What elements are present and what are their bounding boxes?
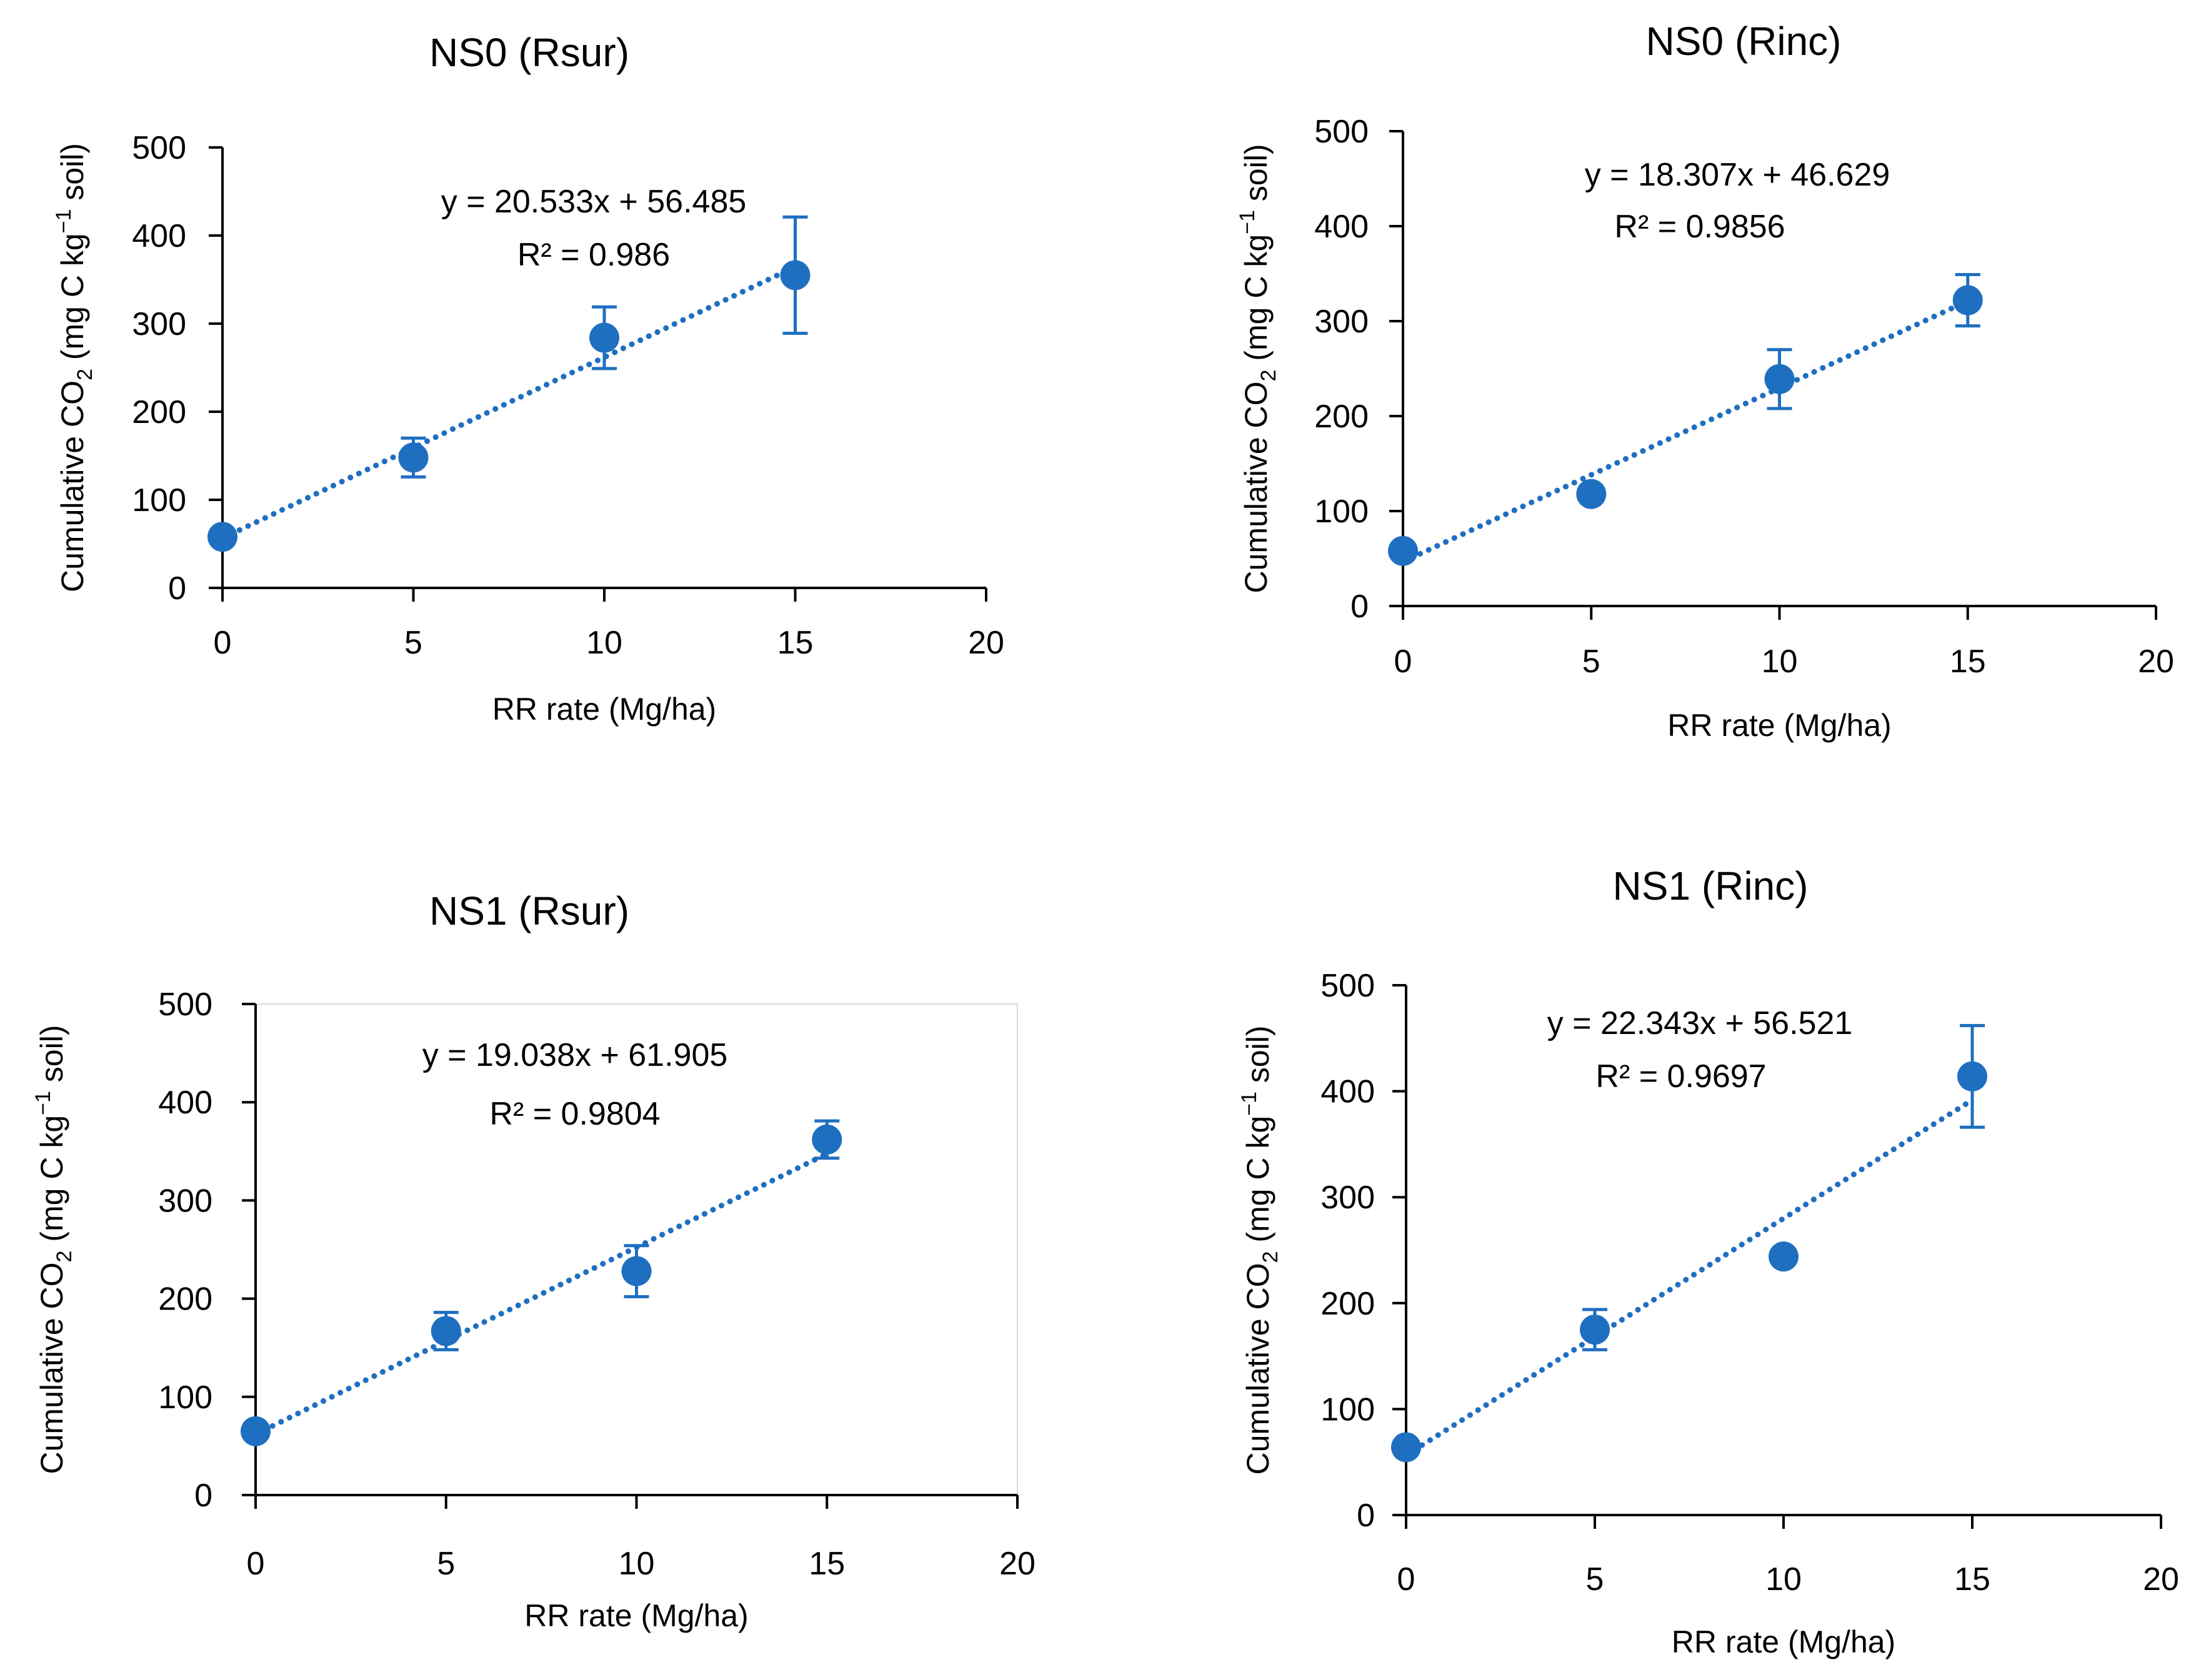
- data-point: [207, 522, 237, 552]
- trendline: [219, 264, 798, 541]
- x-tick-label: 20: [2143, 1561, 2179, 1598]
- y-tick-label: 400: [1320, 1074, 1375, 1110]
- y-tick-label: 0: [194, 1478, 212, 1514]
- x-tick-label: 10: [619, 1546, 655, 1582]
- data-point: [1952, 285, 1983, 316]
- y-tick-label: 200: [1314, 399, 1369, 435]
- y-tick-label: 100: [1320, 1391, 1375, 1428]
- trendline: [252, 1151, 830, 1438]
- x-tick-label: 15: [1954, 1561, 1990, 1598]
- x-tick-label: 0: [214, 625, 232, 661]
- r-squared-label: R² = 0.986: [517, 237, 670, 273]
- x-tick-label: 15: [809, 1546, 845, 1582]
- chart-panel-1: NS0 (Rsur) 0 100 200 300 400 500 0 5 10 15 20 RR rat…: [52, 30, 1004, 727]
- chart-title: NS0 (Rsur): [429, 30, 629, 75]
- r-squared-label: R² = 0.9804: [489, 1096, 660, 1132]
- data-point: [589, 322, 619, 353]
- x-tick-label: 20: [999, 1546, 1036, 1582]
- y-axis-title: Cumulative CO2 (mg C kg−1 soil): [52, 143, 97, 592]
- y-tick-label: 500: [132, 130, 186, 166]
- data-point: [621, 1256, 652, 1286]
- x-tick-label: 10: [1762, 644, 1798, 680]
- r-squared-label: R² = 0.9856: [1614, 209, 1785, 245]
- x-tick-label: 5: [437, 1546, 455, 1582]
- data-point: [812, 1124, 842, 1155]
- y-tick-label: 300: [1314, 304, 1369, 340]
- y-tick-label: 400: [1314, 209, 1369, 245]
- x-tick-label: 0: [1394, 644, 1412, 680]
- y-tick-label: 100: [158, 1379, 212, 1416]
- y-tick-label: 500: [1314, 114, 1369, 150]
- trendline-equation: y = 19.038x + 61.905: [422, 1037, 728, 1073]
- x-tick-label: 15: [1950, 644, 1986, 680]
- x-tick-label: 0: [1397, 1561, 1415, 1598]
- data-point: [1580, 1315, 1610, 1345]
- y-axis-title: Cumulative CO2 (mg C kg−1 soil): [31, 1025, 76, 1474]
- data-point: [1391, 1432, 1421, 1463]
- y-tick-label: 200: [1320, 1286, 1375, 1322]
- data-point: [431, 1316, 461, 1346]
- x-tick-label: 20: [968, 625, 1004, 661]
- x-axis-title: RR rate (Mg/ha): [1667, 708, 1891, 743]
- x-tick-label: 10: [586, 625, 622, 661]
- y-axis-title: Cumulative CO2 (mg C kg−1 soil): [1235, 144, 1280, 594]
- data-point: [1764, 364, 1795, 394]
- y-tick-label: 0: [1350, 589, 1369, 625]
- trendline-equation: y = 18.307x + 46.629: [1585, 157, 1890, 193]
- chart-panel-2: NS0 (Rinc) 0 100 200 300 400 500 0 5 10 15 20 RR rat…: [1235, 19, 2174, 743]
- x-axis-title: RR rate (Mg/ha): [1672, 1624, 1895, 1659]
- chart-title: NS0 (Rinc): [1646, 19, 1842, 64]
- x-tick-label: 5: [1582, 644, 1600, 680]
- data-point: [398, 442, 429, 473]
- data-point: [1957, 1061, 1987, 1091]
- trendline: [1400, 298, 1971, 565]
- x-tick-label: 20: [2138, 644, 2174, 680]
- x-tick-label: 5: [404, 625, 422, 661]
- y-tick-label: 200: [132, 394, 186, 430]
- y-tick-label: 100: [1314, 494, 1369, 530]
- y-tick-label: 100: [132, 482, 186, 519]
- x-tick-label: 10: [1765, 1561, 1802, 1598]
- x-tick-label: 0: [247, 1546, 265, 1582]
- data-point: [1576, 479, 1607, 509]
- y-tick-label: 0: [168, 570, 186, 607]
- data-point: [780, 260, 811, 291]
- y-tick-label: 400: [158, 1085, 212, 1121]
- y-tick-label: 300: [132, 306, 186, 342]
- x-tick-label: 15: [777, 625, 814, 661]
- x-axis-title: RR rate (Mg/ha): [524, 1598, 748, 1633]
- y-tick-label: 500: [1320, 968, 1375, 1004]
- chart-panel-4: NS1 (Rinc) 0 100 200 300 400 500 0 5 10 15 20 RR rat…: [1237, 863, 2179, 1659]
- chart-title: NS1 (Rsur): [429, 888, 629, 933]
- y-tick-label: 400: [132, 218, 186, 254]
- data-point: [1388, 535, 1418, 566]
- y-tick-label: 500: [158, 987, 212, 1023]
- y-tick-label: 300: [158, 1183, 212, 1219]
- data-point: [1769, 1241, 1799, 1272]
- chart-title: NS1 (Rinc): [1613, 863, 1809, 908]
- chart-panel-3: NS1 (Rsur) 0 100 200 300 400 500 0 5 10 15 20 RR rat…: [31, 888, 1036, 1633]
- trendline: [1403, 1097, 1975, 1458]
- y-tick-label: 200: [158, 1281, 212, 1318]
- trendline-equation: y = 22.343x + 56.521: [1547, 1005, 1853, 1041]
- x-tick-label: 5: [1586, 1561, 1604, 1598]
- y-tick-label: 0: [1357, 1498, 1375, 1534]
- data-point: [241, 1416, 271, 1446]
- x-axis-title: RR rate (Mg/ha): [492, 692, 716, 727]
- y-tick-label: 300: [1320, 1180, 1375, 1216]
- trendline-equation: y = 20.533x + 56.485: [441, 184, 747, 220]
- r-squared-label: R² = 0.9697: [1595, 1058, 1766, 1095]
- y-axis-title: Cumulative CO2 (mg C kg−1 soil): [1237, 1026, 1282, 1475]
